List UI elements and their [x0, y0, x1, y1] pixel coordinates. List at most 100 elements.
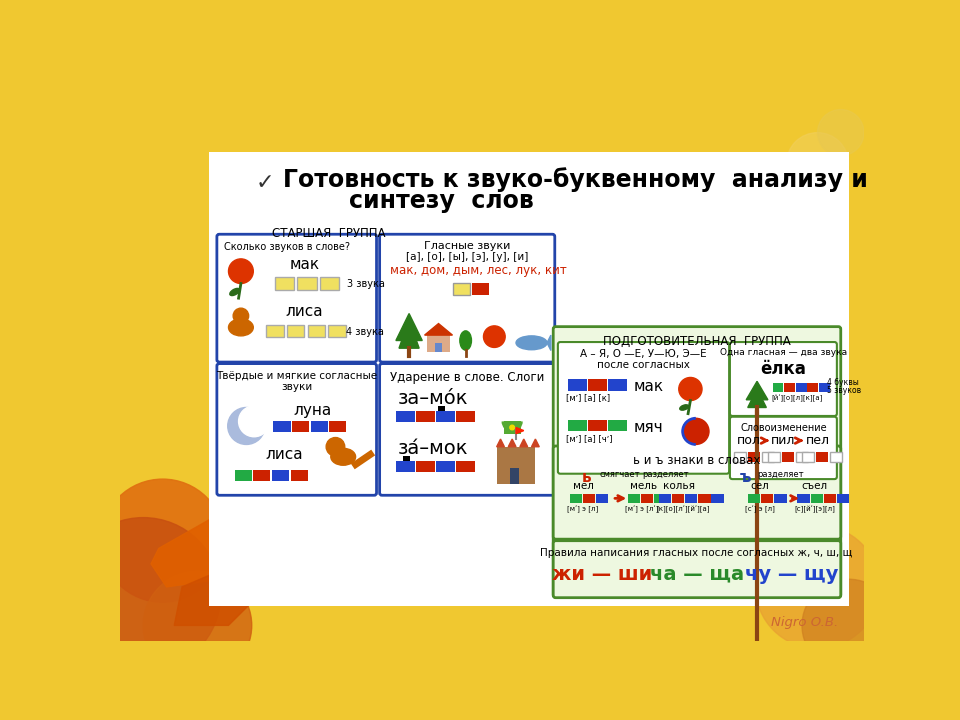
Text: Ударение в слове. Слоги: Ударение в слове. Слоги	[390, 372, 544, 384]
Bar	[816, 452, 828, 462]
Bar	[733, 452, 746, 462]
Circle shape	[802, 579, 895, 672]
Text: ✓: ✓	[255, 173, 275, 193]
Bar	[396, 410, 415, 422]
Bar	[234, 470, 252, 481]
Text: Одна гласная — два звука: Одна гласная — два звука	[720, 348, 847, 357]
Bar	[472, 283, 489, 295]
Bar	[307, 325, 325, 338]
Text: [сʼ] э [л]: [сʼ] э [л]	[745, 505, 776, 513]
Text: синтезу  слов: синтезу слов	[349, 189, 534, 213]
FancyBboxPatch shape	[558, 342, 730, 474]
Text: 3 звука: 3 звука	[348, 279, 385, 289]
Bar	[628, 495, 640, 503]
Bar	[761, 495, 774, 503]
Text: мяч: мяч	[634, 420, 663, 435]
Bar	[583, 495, 595, 503]
Polygon shape	[547, 335, 551, 351]
Circle shape	[756, 526, 879, 649]
Bar	[438, 406, 444, 410]
Ellipse shape	[331, 449, 355, 465]
Text: лиса: лиса	[286, 305, 324, 319]
Bar	[298, 277, 317, 289]
Bar	[819, 383, 829, 392]
Text: смягчает: смягчает	[600, 470, 640, 479]
Circle shape	[484, 326, 505, 348]
Bar	[685, 495, 697, 503]
Bar	[453, 283, 470, 295]
Polygon shape	[496, 439, 504, 446]
Circle shape	[228, 259, 253, 284]
Bar	[311, 421, 327, 432]
Bar	[829, 452, 842, 462]
Text: мак: мак	[289, 256, 320, 271]
Bar	[568, 420, 587, 431]
Bar	[456, 461, 475, 472]
Circle shape	[228, 408, 265, 444]
Bar	[810, 495, 823, 503]
Text: колья: колья	[662, 482, 694, 492]
Bar	[209, 152, 849, 606]
Ellipse shape	[229, 289, 240, 295]
Bar	[641, 495, 653, 503]
Text: за́–мок: за́–мок	[397, 439, 468, 458]
Bar	[654, 495, 666, 503]
Text: жи — ши: жи — ши	[552, 564, 652, 584]
Text: Гласные звуки: Гласные звуки	[424, 241, 511, 251]
Text: [йʼ][о][л][к][а]: [йʼ][о][л][к][а]	[771, 395, 823, 402]
FancyBboxPatch shape	[730, 342, 837, 416]
Text: ъ: ъ	[739, 470, 751, 485]
Polygon shape	[424, 323, 452, 335]
Text: чу — щу: чу — щу	[745, 564, 839, 584]
Bar	[436, 461, 455, 472]
Circle shape	[239, 406, 270, 437]
FancyBboxPatch shape	[730, 417, 837, 479]
Bar	[568, 379, 587, 390]
Bar	[510, 468, 519, 484]
Text: Правила написания гласных после согласных ж, ч, ш, щ: Правила написания гласных после согласны…	[540, 549, 852, 559]
Bar	[672, 495, 684, 503]
Circle shape	[326, 438, 345, 456]
Bar	[609, 420, 627, 431]
Bar	[456, 410, 475, 422]
Text: мель: мель	[630, 482, 657, 492]
Text: мак, дом, дым, лес, лук, кит: мак, дом, дым, лес, лук, кит	[390, 264, 566, 277]
Bar	[320, 277, 339, 289]
Text: за–мóк: за–мóк	[397, 389, 468, 408]
FancyBboxPatch shape	[379, 364, 555, 495]
Polygon shape	[399, 320, 420, 348]
FancyBboxPatch shape	[553, 327, 841, 597]
Ellipse shape	[680, 405, 688, 410]
Circle shape	[101, 479, 225, 603]
Circle shape	[65, 518, 221, 672]
Bar	[596, 495, 609, 503]
Text: ь и ъ знаки в словах: ь и ъ знаки в словах	[633, 454, 760, 467]
Text: [а], [о], [ы], [э], [у], [и]: [а], [о], [ы], [э], [у], [и]	[406, 252, 528, 262]
Bar	[427, 335, 450, 352]
Text: съел: съел	[802, 482, 828, 492]
Polygon shape	[748, 389, 766, 408]
FancyBboxPatch shape	[553, 446, 841, 539]
Bar	[796, 383, 806, 392]
Bar	[253, 470, 271, 481]
Polygon shape	[151, 518, 244, 587]
Text: А – Я, О —Е, У—Ю, Э—Е: А – Я, О —Е, У—Ю, Э—Е	[580, 349, 707, 359]
Text: Сколько звуков в слове?: Сколько звуков в слове?	[224, 242, 349, 252]
Text: пил: пил	[771, 434, 796, 447]
Polygon shape	[532, 439, 540, 446]
Text: мел: мел	[572, 482, 593, 492]
Bar	[329, 421, 347, 432]
Bar	[416, 461, 435, 472]
Text: ёлка: ёлка	[760, 360, 806, 378]
Bar	[287, 325, 304, 338]
Text: [мʼ] [а] [к]: [мʼ] [а] [к]	[566, 393, 611, 402]
Bar	[609, 379, 627, 390]
Text: после согласных: после согласных	[597, 360, 689, 370]
Bar	[275, 277, 295, 289]
Ellipse shape	[228, 319, 253, 336]
Bar	[435, 343, 443, 352]
Bar	[569, 495, 582, 503]
Text: лиса: лиса	[266, 446, 303, 462]
Bar	[274, 421, 291, 432]
Bar	[807, 383, 818, 392]
